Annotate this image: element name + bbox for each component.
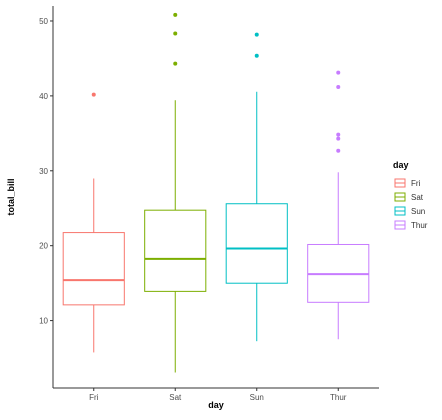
x-tick-label: Sat	[169, 393, 182, 402]
legend-item-sun: Sun	[394, 206, 425, 216]
iqr-box	[144, 209, 207, 292]
outlier-point	[173, 12, 178, 17]
outlier-point	[336, 136, 341, 141]
legend-title: day	[393, 160, 409, 170]
legend-item-fri: Fri	[394, 178, 421, 188]
legend-item-sat: Sat	[394, 192, 424, 202]
outlier-point	[336, 148, 341, 153]
outlier-point	[91, 92, 96, 97]
y-tick-label: 30	[39, 167, 48, 176]
legend-item-thur: Thur	[394, 220, 428, 230]
y-tick-label: 20	[39, 242, 48, 251]
y-tick-label: 50	[39, 17, 48, 26]
y-axis-title: total_bill	[6, 178, 16, 215]
legend-label: Thur	[411, 221, 428, 230]
outlier-point	[173, 61, 178, 66]
outlier-point	[173, 31, 178, 36]
iqr-box	[225, 203, 288, 284]
x-tick-label: Fri	[89, 393, 99, 402]
legend-label: Sun	[411, 207, 425, 216]
legend-label: Sat	[411, 193, 424, 202]
outlier-point	[254, 32, 259, 37]
y-tick-label: 40	[39, 92, 48, 101]
x-axis-title: day	[208, 400, 224, 410]
x-tick-label: Sun	[250, 393, 264, 402]
iqr-box	[62, 232, 125, 306]
outlier-point	[336, 84, 341, 89]
box-sun	[225, 32, 288, 342]
box-fri	[62, 92, 125, 353]
box-sat	[144, 12, 207, 373]
legend: day Fri Sat Sun Thur	[393, 160, 428, 230]
y-tick-label: 10	[39, 317, 48, 326]
outlier-point	[254, 53, 259, 58]
outlier-point	[336, 132, 341, 137]
box-thur	[307, 70, 370, 340]
legend-label: Fri	[411, 179, 421, 188]
outlier-point	[336, 70, 341, 75]
x-tick-label: Thur	[330, 393, 347, 402]
